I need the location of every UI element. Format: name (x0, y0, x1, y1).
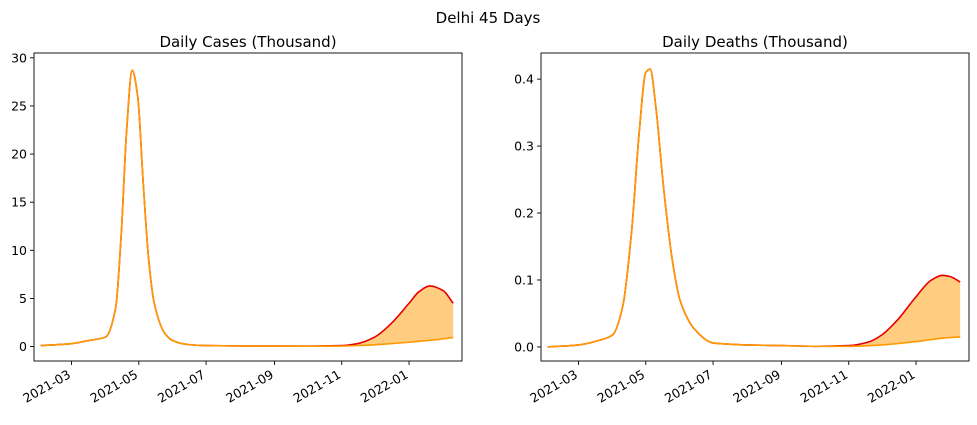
y-tick-label-cases: 25 (11, 98, 27, 113)
series-line-upper-deaths (547, 68, 961, 348)
series-line-upper-cases (40, 69, 454, 347)
y-tick-label-deaths: 0.1 (514, 272, 534, 287)
y-tick-label-cases: 5 (19, 291, 27, 306)
series-line-lower-cases (40, 69, 454, 347)
y-tick-label-cases: 20 (11, 147, 27, 162)
x-tick-label-cases: 2021-07 (155, 367, 208, 406)
x-tick-label-cases: 2021-11 (291, 367, 344, 406)
y-tick-label-deaths: 0.0 (514, 339, 534, 354)
y-tick-label-deaths: 0.3 (514, 139, 534, 154)
y-tick-label-cases: 15 (11, 195, 27, 210)
uncertainty-band-deaths (547, 69, 961, 347)
x-tick-label-deaths: 2021-05 (595, 367, 648, 406)
y-tick-label-cases: 30 (11, 50, 27, 65)
x-tick-label-deaths: 2021-07 (662, 367, 715, 406)
axes-frame-cases (33, 52, 463, 362)
chart-daily-deaths: 0.0 0.1 0.2 0.3 0.4 2021-03 2021-05 2021-07 2021… (514, 33, 970, 406)
x-tick-label-cases: 2022-01 (358, 367, 411, 406)
chart-title-cases: Daily Cases (Thousand) (159, 33, 336, 51)
y-tick-label-deaths: 0.2 (514, 206, 534, 221)
x-tick-label-deaths: 2021-03 (527, 367, 580, 406)
series-line-lower-deaths (547, 68, 961, 348)
chart-title-deaths: Daily Deaths (Thousand) (662, 33, 848, 51)
x-tick-label-cases: 2021-03 (20, 367, 73, 406)
chart-daily-cases: 0 5 10 15 20 25 30 2021-03 2021-05 2021-07 2021-09… (11, 33, 463, 406)
x-tick-label-deaths: 2021-11 (798, 367, 851, 406)
figure-suptitle: Delhi 45 Days (436, 9, 541, 27)
x-tick-label-cases: 2021-09 (223, 367, 276, 406)
y-tick-label-cases: 10 (11, 243, 27, 258)
x-tick-label-cases: 2021-05 (88, 367, 141, 406)
y-tick-label-cases: 0 (19, 339, 27, 354)
x-tick-label-deaths: 2021-09 (730, 367, 783, 406)
axes-frame-deaths (540, 52, 970, 362)
y-tick-label-deaths: 0.4 (514, 72, 534, 87)
x-tick-label-deaths: 2022-01 (865, 367, 918, 406)
uncertainty-band-cases (40, 70, 454, 347)
